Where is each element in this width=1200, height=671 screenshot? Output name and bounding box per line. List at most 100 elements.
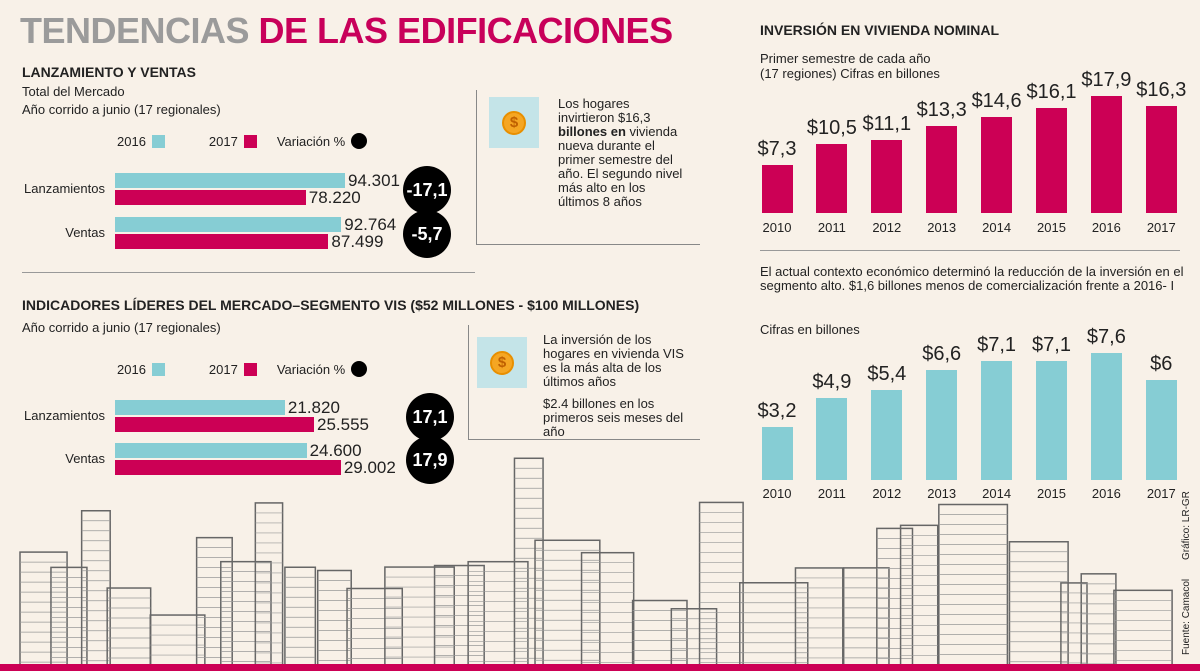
building-sketch bbox=[842, 567, 890, 665]
variation-badge: 17,9 bbox=[406, 436, 454, 484]
building-sketch bbox=[1113, 589, 1173, 665]
data-label: $11,1 bbox=[862, 113, 912, 136]
bar-2016 bbox=[115, 173, 345, 188]
building-sketch bbox=[316, 569, 352, 665]
building-sketch bbox=[254, 502, 284, 665]
building-sketch bbox=[106, 587, 152, 665]
bar-2013 bbox=[926, 125, 958, 213]
bar-2016 bbox=[115, 400, 285, 415]
x-tick-label: 2016 bbox=[1091, 220, 1121, 235]
data-label: $6 bbox=[1150, 352, 1173, 375]
city-skyline-illustration bbox=[19, 457, 1173, 665]
x-tick-label: 2015 bbox=[1037, 220, 1066, 235]
x-tick-label: 2014 bbox=[982, 486, 1012, 501]
chart3-subtitle: Primer semestre de cada año bbox=[760, 51, 931, 66]
page-title: TENDENCIAS DE LAS EDIFICACIONES bbox=[20, 10, 673, 51]
data-label: $7,1 bbox=[977, 334, 1017, 357]
bar-2014 bbox=[981, 361, 1013, 480]
divider bbox=[22, 272, 475, 273]
dollar-coin-icon: $ bbox=[477, 337, 527, 388]
variation-badge: -17,1 bbox=[403, 166, 451, 214]
data-label: $17,9 bbox=[1081, 68, 1132, 91]
chart4-note: El actual contexto económico determinó l… bbox=[760, 264, 1184, 293]
building-sketch bbox=[631, 599, 688, 665]
info-box-2: $ La inversión de los hogares en viviend… bbox=[468, 325, 700, 440]
data-label: $14,6 bbox=[971, 90, 1022, 113]
x-tick-label: 2011 bbox=[817, 486, 846, 501]
bar-2017 bbox=[115, 460, 341, 475]
data-label: 92.764 bbox=[344, 215, 397, 234]
chart1-subtitle2: Año corrido a junio (17 regionales) bbox=[22, 102, 221, 117]
bar-2017 bbox=[1145, 106, 1177, 213]
chart1-subtitle: Total del Mercado bbox=[22, 84, 125, 99]
bar-2015 bbox=[1036, 361, 1067, 480]
building-sketch bbox=[739, 582, 809, 665]
dollar-coin-icon: $ bbox=[489, 97, 539, 148]
bar-2016 bbox=[1090, 95, 1122, 213]
x-tick-label: 2011 bbox=[817, 220, 846, 235]
bar-2013 bbox=[926, 369, 958, 480]
category-label: Lanzamientos bbox=[24, 181, 105, 196]
data-label: $6,6 bbox=[922, 342, 962, 365]
variation-badge: 17,1 bbox=[406, 393, 454, 441]
x-tick-label: 2012 bbox=[872, 486, 902, 501]
data-label: $4,9 bbox=[812, 371, 852, 394]
chart3-title: INVERSIÓN EN VIVIENDA NOMINAL bbox=[760, 22, 1000, 38]
info-box-1: $ Los hogares invirtieron $16,3 billones… bbox=[476, 90, 700, 245]
building-sketch bbox=[876, 527, 914, 665]
data-label: 87.499 bbox=[331, 232, 384, 251]
building-sketch bbox=[220, 560, 272, 665]
x-tick-label: 2012 bbox=[872, 220, 902, 235]
building-sketch bbox=[670, 608, 718, 665]
data-label: $5,4 bbox=[867, 362, 907, 385]
data-label: $16,1 bbox=[1026, 80, 1077, 103]
x-tick-label: 2010 bbox=[762, 486, 792, 501]
data-label: $7,3 bbox=[757, 138, 797, 161]
bar-2017 bbox=[1145, 379, 1177, 480]
divider bbox=[760, 250, 1180, 251]
building-sketch bbox=[149, 614, 206, 665]
data-label: $7,1 bbox=[1032, 334, 1071, 357]
data-label: 94.301 bbox=[348, 171, 400, 190]
bar-2011 bbox=[816, 144, 848, 213]
building-sketch bbox=[580, 551, 635, 665]
data-label: 25.555 bbox=[317, 415, 369, 434]
building-sketch bbox=[698, 501, 744, 665]
building-sketch bbox=[50, 566, 88, 665]
data-label: $16,3 bbox=[1136, 79, 1187, 102]
data-label: $10,5 bbox=[806, 117, 857, 140]
bar-2017 bbox=[115, 190, 306, 205]
category-label: Lanzamientos bbox=[24, 408, 105, 423]
bar-2010 bbox=[761, 165, 793, 213]
legend-swatch-2016 bbox=[151, 362, 165, 376]
data-label: 78.220 bbox=[308, 188, 361, 207]
chart2-subtitle: Año corrido a junio (17 regionales) bbox=[22, 320, 221, 335]
bar-2014 bbox=[981, 117, 1013, 213]
legend-dot-variation bbox=[351, 133, 368, 149]
data-label: $7,6 bbox=[1086, 326, 1126, 349]
chart1-legend: 2016 2017 Variación % bbox=[117, 133, 368, 149]
x-tick-label: 2016 bbox=[1091, 486, 1121, 501]
bar-2017 bbox=[115, 417, 314, 432]
legend-dot-variation bbox=[351, 361, 368, 377]
legend-swatch-2017 bbox=[243, 134, 257, 148]
building-sketch bbox=[1008, 541, 1069, 665]
building-sketch bbox=[284, 566, 317, 665]
x-tick-label: 2010 bbox=[762, 220, 792, 235]
chart2-legend: 2016 2017 Variación % bbox=[117, 361, 368, 377]
chart3-subtitle2: (17 regiones) Cifras en billones bbox=[760, 66, 940, 81]
bar-2011 bbox=[816, 398, 848, 480]
building-sketch bbox=[467, 560, 529, 665]
data-label: 21.820 bbox=[287, 398, 340, 417]
bar-2012 bbox=[871, 140, 903, 213]
x-tick-label: 2015 bbox=[1037, 486, 1066, 501]
x-tick-label: 2013 bbox=[927, 486, 957, 501]
building-sketch bbox=[80, 509, 111, 665]
source-credit: Fuente: Camacol bbox=[1181, 578, 1192, 655]
building-sketch bbox=[19, 551, 68, 665]
bar-2015 bbox=[1036, 107, 1067, 213]
bar-2010 bbox=[761, 426, 793, 480]
chart4-subtitle: Cifras en billones bbox=[760, 322, 860, 337]
graphic-credit: Gráfico: LR-GR bbox=[1181, 491, 1192, 560]
bar-2012 bbox=[871, 389, 903, 480]
